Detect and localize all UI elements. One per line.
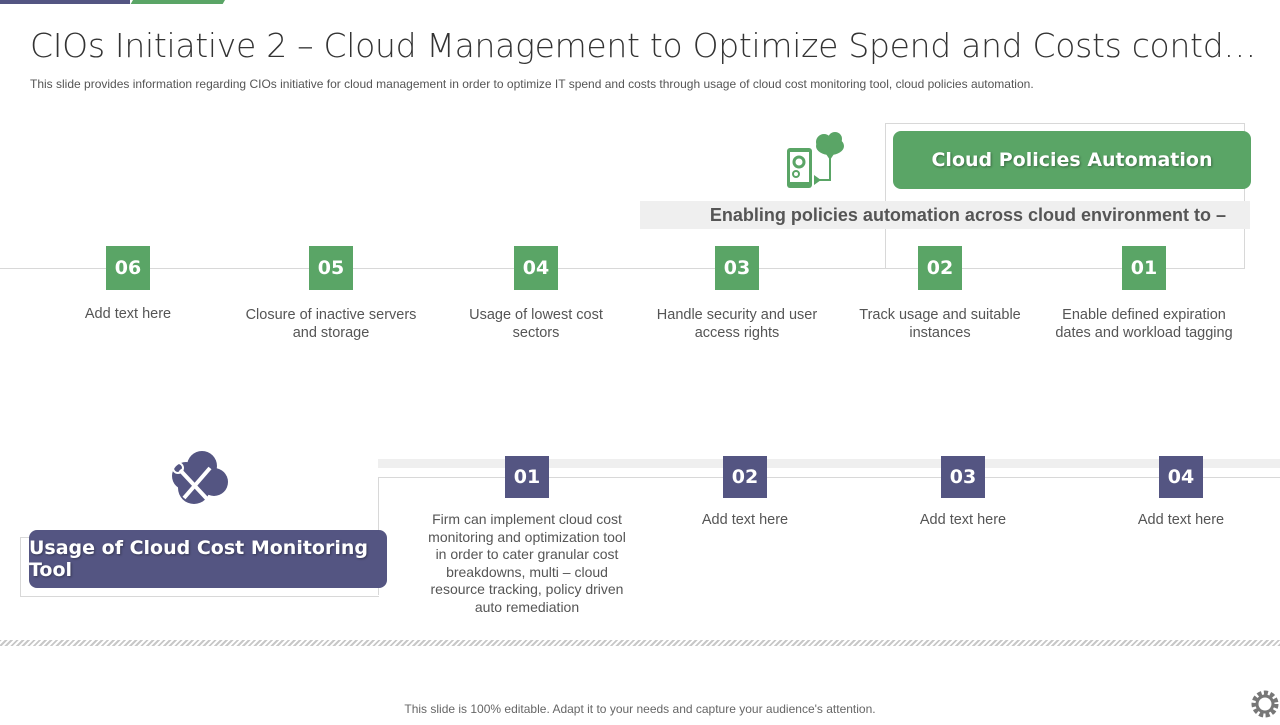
footer-note: This slide is 100% editable. Adapt it to… xyxy=(404,702,876,716)
policy-step-04-badge: 04 xyxy=(514,246,558,290)
policies-subheading-strip xyxy=(640,201,1250,229)
cloud-policies-automation-banner: Cloud Policies Automation xyxy=(893,131,1251,189)
monitoring-step-03-text: Add text here xyxy=(919,512,1007,528)
cloud-tools-icon xyxy=(164,450,230,512)
monitoring-timeline xyxy=(378,477,1280,478)
top-accent-bar-green xyxy=(130,0,225,4)
monitoring-strip xyxy=(378,459,1280,468)
policy-step-01-text: Enable defined expiration dates and work… xyxy=(1055,307,1233,341)
monitoring-step-02-badge: 02 xyxy=(723,456,767,498)
cloud-cost-monitoring-banner: Usage of Cloud Cost Monitoring Tool xyxy=(29,530,387,588)
hatched-divider xyxy=(0,640,1280,646)
monitoring-step-02-text: Add text here xyxy=(701,512,789,528)
policy-step-02-badge: 02 xyxy=(918,246,962,290)
policy-step-05-badge: 05 xyxy=(309,246,353,290)
page-title: CIOs Initiative 2 – Cloud Management to … xyxy=(30,26,1257,65)
monitoring-step-01-badge: 01 xyxy=(505,456,549,498)
policy-step-01-badge: 01 xyxy=(1122,246,1166,290)
policy-step-03-text: Handle security and user access rights xyxy=(656,307,818,341)
policy-step-02-text: Track usage and suitable instances xyxy=(859,307,1021,341)
page-subtitle: This slide provides information regardin… xyxy=(30,77,1034,91)
policy-step-06-text: Add text here xyxy=(84,306,172,322)
monitoring-step-04-text: Add text here xyxy=(1137,512,1225,528)
policy-step-06-badge: 06 xyxy=(106,246,150,290)
monitoring-step-04-badge: 04 xyxy=(1159,456,1203,498)
gear-icon[interactable] xyxy=(1250,688,1280,720)
policy-step-04-text: Usage of lowest cost sectors xyxy=(469,307,603,341)
monitoring-step-03-badge: 03 xyxy=(941,456,985,498)
policies-subheading: Enabling policies automation across clou… xyxy=(709,204,1226,225)
top-accent-bar-purple xyxy=(0,0,130,4)
mobile-cloud-settings-icon xyxy=(784,128,848,190)
policy-step-05-text: Closure of inactive servers and storage xyxy=(245,307,417,341)
policies-timeline xyxy=(0,268,1244,269)
monitoring-step-01-text: Firm can implement cloud cost monitoring… xyxy=(428,511,626,615)
policy-step-03-badge: 03 xyxy=(715,246,759,290)
